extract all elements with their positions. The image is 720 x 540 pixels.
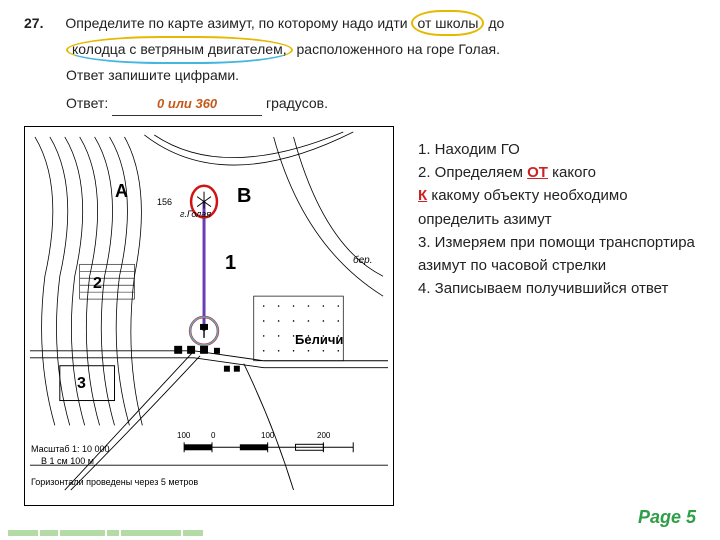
answer-value: 0 или 360 (112, 94, 262, 116)
scale-contours: Горизонтали проведены через 5 метров (31, 477, 198, 489)
map-panel: А В 1 2 3 Беличи г.Голая 156 бер. 100 0 … (24, 126, 394, 506)
answer-row: Ответ: 0 или 360 градусов. (24, 92, 696, 116)
map-label-b: В (237, 185, 251, 208)
circled-from: от школы (411, 10, 484, 36)
map-156: 156 (157, 197, 172, 207)
map-label-3: 3 (77, 375, 86, 393)
keyword-ot: ОТ (527, 164, 548, 181)
scale-block: Масштаб 1: 10 000 В 1 см 100 м Горизонта… (31, 444, 198, 489)
tick-1: 0 (211, 431, 215, 440)
content-row: А В 1 2 3 Беличи г.Голая 156 бер. 100 0 … (0, 120, 720, 506)
scale-sub: В 1 см 100 м (31, 456, 198, 468)
keyword-k: К (418, 187, 427, 204)
step-4: 4. Записываем получившийся ответ (418, 277, 696, 300)
map-mount: г.Голая (180, 209, 211, 219)
question-line-2: колодца с ветряным двигателем, расположе… (24, 36, 696, 63)
question-number: 27. (24, 15, 43, 31)
question-block: 27. Определите по карте азимут, по котор… (0, 0, 720, 120)
answer-unit: градусов. (266, 95, 328, 111)
scale-title: Масштаб 1: 10 000 (31, 444, 198, 456)
map-town: Беличи (295, 332, 343, 347)
step-3: 3. Измеряем при помощи транспортира азим… (418, 231, 696, 278)
circled-to: колодца с ветряным двигателем, (66, 36, 293, 63)
step-1: 1. Находим ГО (418, 138, 696, 161)
question-line-1: 27. Определите по карте азимут, по котор… (24, 10, 696, 36)
tick-2: 100 (261, 431, 274, 440)
map-river: бер. (353, 255, 373, 266)
answer-label: Ответ: (66, 95, 108, 111)
tick-0: 100 (177, 431, 190, 440)
tick-3: 200 (317, 431, 330, 440)
question-line-3: Ответ запишите цифрами. (24, 64, 696, 86)
map-label-a: А (115, 181, 128, 202)
map-label-1: 1 (225, 252, 236, 275)
map-label-2: 2 (93, 275, 102, 293)
steps-panel: 1. Находим ГО 2. Определяем ОТ какого К … (394, 126, 696, 506)
step-2: 2. Определяем ОТ какого К какому объекту… (418, 161, 696, 231)
footer-decoration (8, 530, 203, 536)
page-number: Page 5 (638, 507, 696, 528)
